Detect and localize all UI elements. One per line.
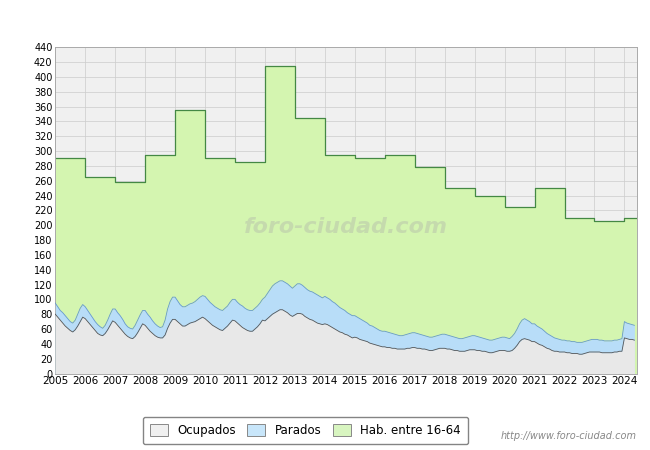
Legend: Ocupados, Parados, Hab. entre 16-64: Ocupados, Parados, Hab. entre 16-64 xyxy=(143,417,468,444)
Text: http://www.foro-ciudad.com: http://www.foro-ciudad.com xyxy=(501,431,637,441)
Text: Dos Aguas - Evolucion de la poblacion en edad de Trabajar Mayo de 2024: Dos Aguas - Evolucion de la poblacion en… xyxy=(80,15,570,28)
Text: foro-ciudad.com: foro-ciudad.com xyxy=(244,217,448,237)
